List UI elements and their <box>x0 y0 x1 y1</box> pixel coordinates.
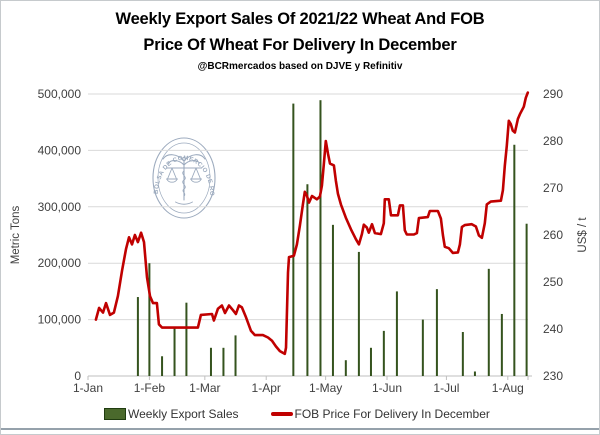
seal-banner-icon <box>175 201 193 205</box>
legend: Weekly Export Sales FOB Price For Delive… <box>104 407 490 421</box>
export-sales-bar <box>148 263 151 376</box>
export-sales-bar <box>185 302 188 376</box>
legend-label-fob-price: FOB Price For Delivery In December <box>294 407 490 421</box>
caduceus-wings-icon <box>162 154 206 166</box>
x-axis-tick-label: 1-Aug <box>492 381 524 395</box>
scales-left-pan-icon <box>166 167 178 183</box>
export-sales-bar <box>500 313 503 376</box>
export-sales-bar <box>369 347 372 376</box>
chart-subtitle: @BCRmercados based on DJVE y Refinitiv <box>197 61 403 72</box>
caduceus-serpent-icon <box>182 170 186 197</box>
left-axis-tick-label: 500,000 <box>38 87 82 101</box>
scales-right-pan-icon <box>190 167 202 183</box>
left-axis-tick-label: 300,000 <box>38 200 82 214</box>
export-sales-bar <box>222 347 225 376</box>
export-sales-bar <box>435 289 438 376</box>
legend-label-export-sales: Weekly Export Sales <box>128 407 239 421</box>
export-sales-bar <box>209 347 212 376</box>
left-axis-title: Metric Tons <box>10 205 22 265</box>
x-axis-tick-label: 1-Jul <box>433 381 459 395</box>
export-sales-bar <box>382 330 385 376</box>
export-sales-bar <box>306 184 309 376</box>
export-sales-bar <box>395 291 398 376</box>
x-axis-tick-label: 1-Jan <box>73 381 103 395</box>
right-axis-tick-label: 240 <box>543 322 563 336</box>
right-axis-tick-label: 250 <box>543 275 563 289</box>
export-sales-bar <box>319 100 322 376</box>
right-axis-tick-label: 260 <box>543 228 563 242</box>
export-sales-bar <box>513 144 516 376</box>
left-axis-tick-label: 400,000 <box>38 143 82 157</box>
right-axis-tick-label: 290 <box>543 87 563 101</box>
export-sales-bar <box>461 332 464 376</box>
left-axis-tick-label: 0 <box>74 369 81 383</box>
export-sales-bar <box>421 319 424 376</box>
x-axis-tick-label: 1-Feb <box>134 381 166 395</box>
export-sales-bar <box>331 224 334 376</box>
bottom-border-rule <box>1 428 599 430</box>
x-axis-tick-label: 1-Jun <box>372 381 402 395</box>
bcr-seal-watermark: BOLSA DE COMERCIO DE ROSARIO <box>144 131 216 219</box>
export-sales-bar <box>525 223 528 376</box>
fob-price-line <box>94 91 530 356</box>
seal-inner-ring <box>157 142 211 214</box>
export-sales-bar <box>357 251 360 376</box>
export-sales-bar <box>173 328 176 376</box>
export-sales-bar <box>136 297 139 376</box>
left-axis-tick-label: 200,000 <box>38 256 82 270</box>
x-axis-tick-label: 1-May <box>309 381 342 395</box>
chart-title: Weekly Export Sales Of 2021/22 Wheat And… <box>1 6 599 58</box>
export-sales-bar <box>161 356 164 376</box>
line-series-swatch-icon <box>270 412 293 416</box>
bar-series-swatch-icon <box>104 408 126 420</box>
right-axis-title: US$ / t <box>577 217 589 253</box>
chart-title-line1: Weekly Export Sales Of 2021/22 Wheat And… <box>115 10 485 28</box>
export-sales-bar <box>487 268 490 376</box>
x-axis-tick-label: 1-Mar <box>189 381 220 395</box>
left-axis-tick-label: 100,000 <box>38 313 82 327</box>
seal-outer-ring <box>152 137 216 219</box>
export-sales-bar <box>473 371 476 376</box>
right-axis-tick-label: 280 <box>543 134 563 148</box>
export-sales-bar <box>234 335 237 376</box>
export-sales-bar <box>292 103 295 376</box>
right-axis-tick-label: 270 <box>543 181 563 195</box>
x-axis-tick-label: 1-Apr <box>252 381 281 395</box>
chart-title-line2: Price Of Wheat For Delivery In December <box>143 36 457 54</box>
export-sales-bar <box>344 360 347 376</box>
right-axis-tick-label: 230 <box>543 369 563 383</box>
